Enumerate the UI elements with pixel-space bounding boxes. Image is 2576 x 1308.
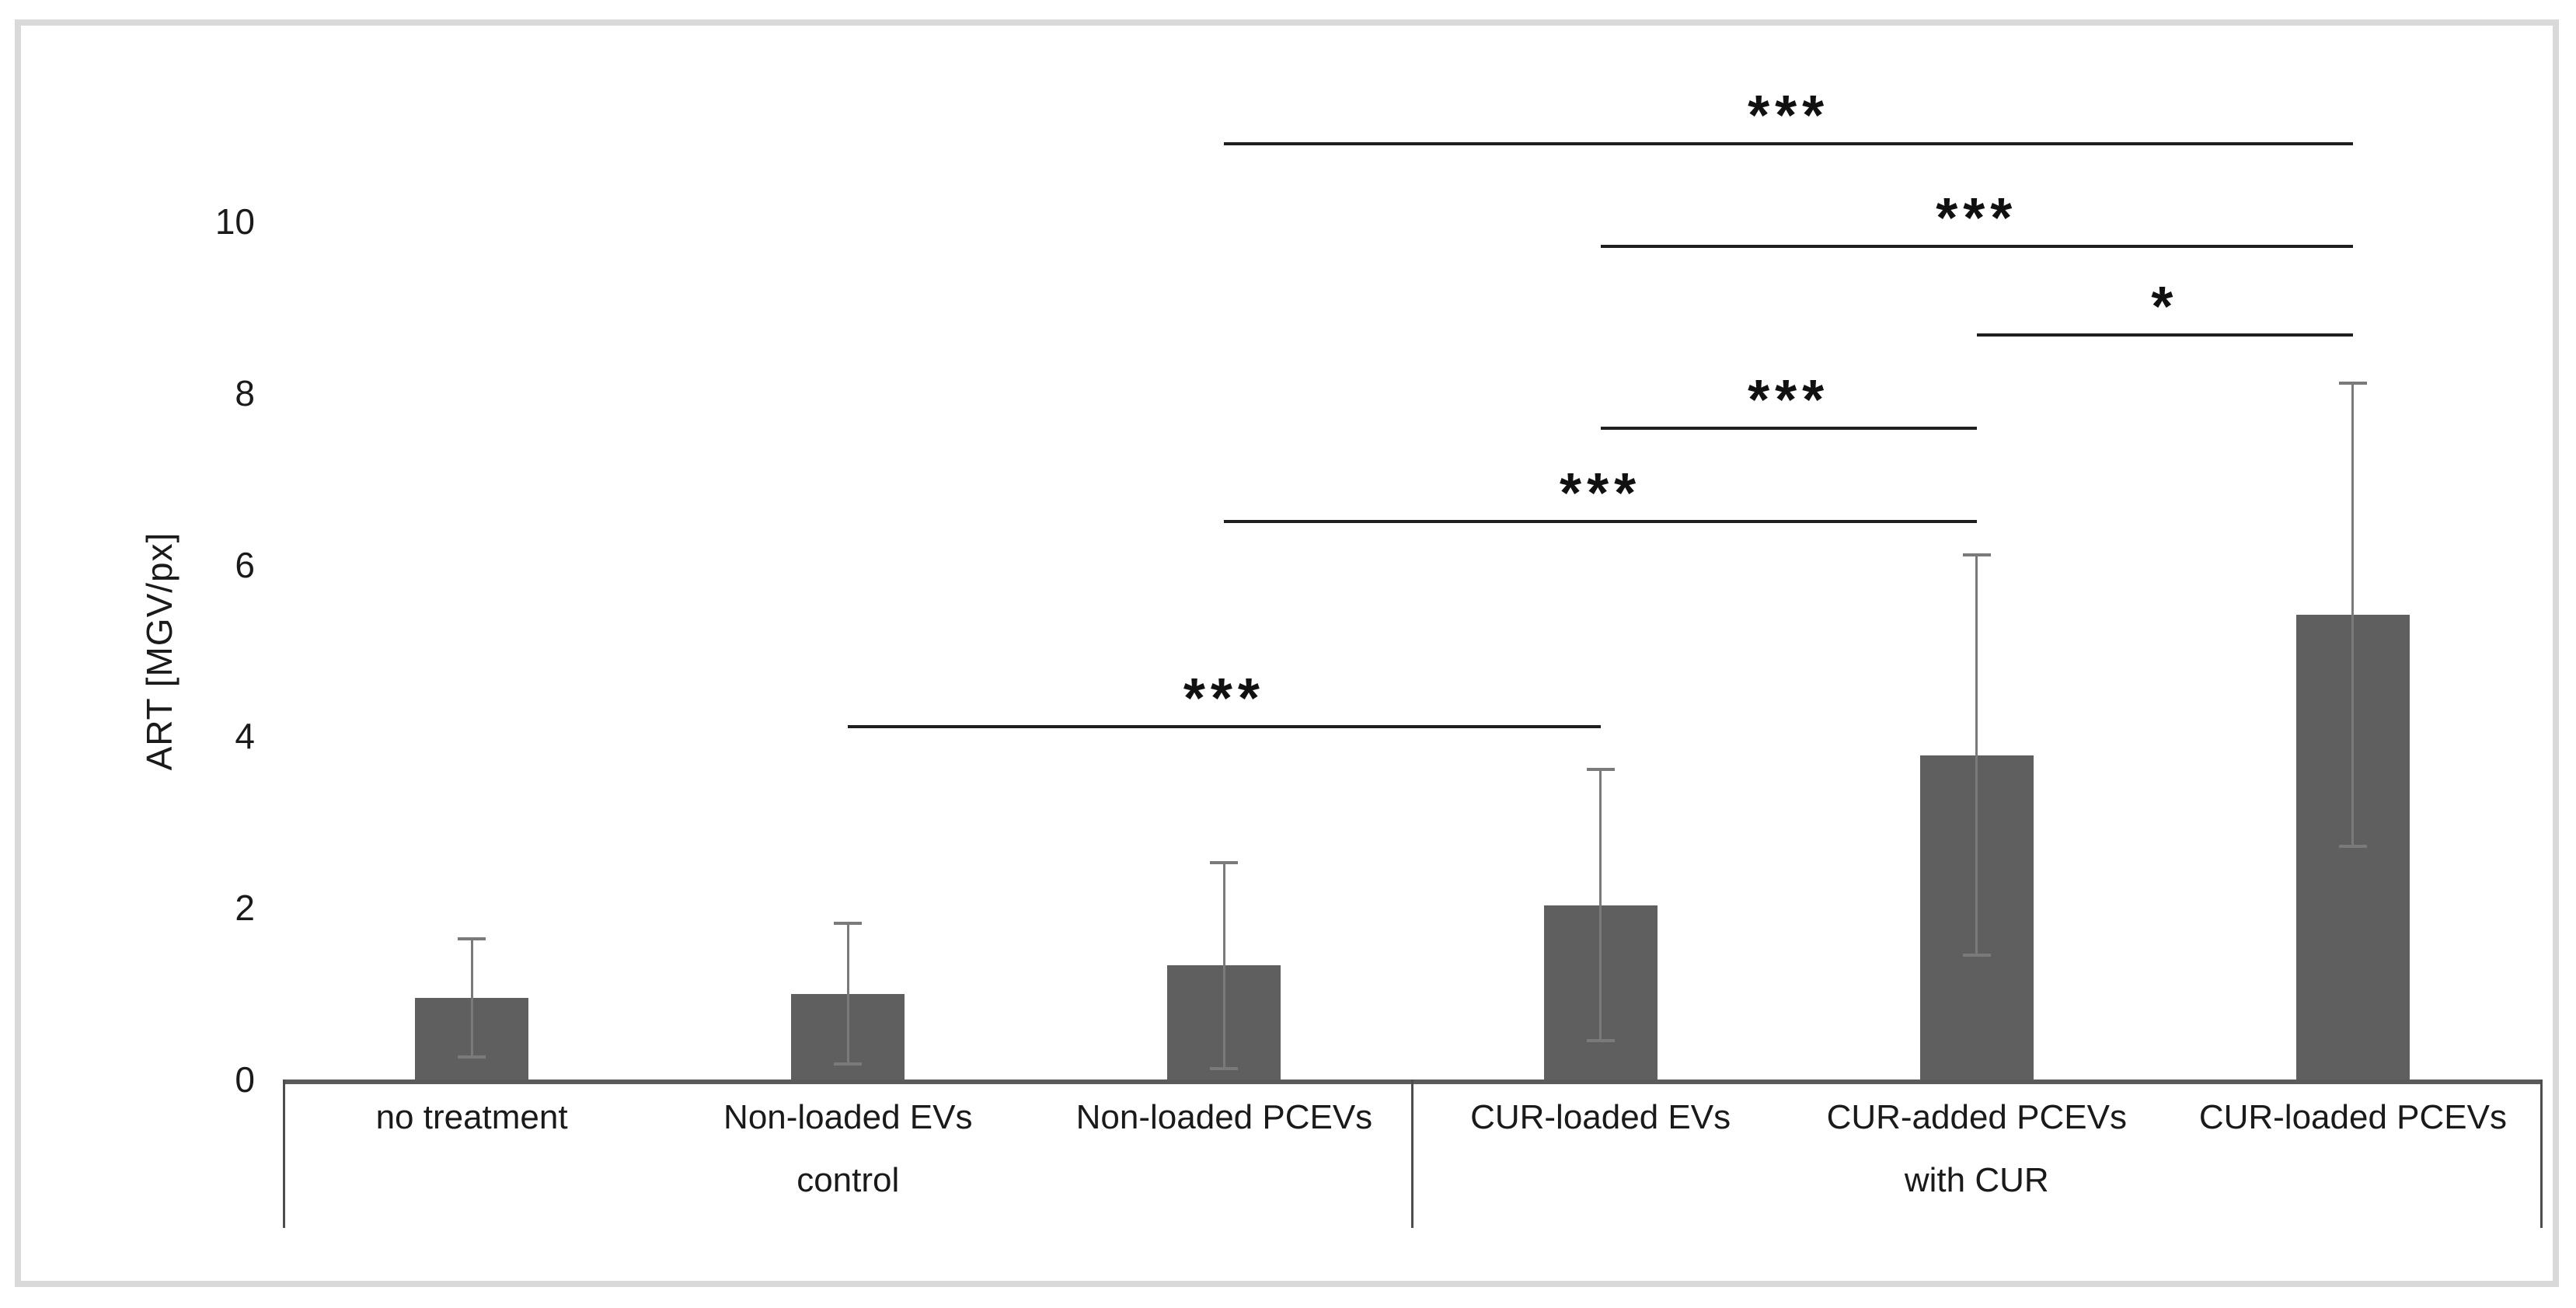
- error-bar-cap-bottom: [1586, 1039, 1615, 1043]
- error-bar-cap-top: [1586, 768, 1615, 772]
- significance-line: [1600, 244, 2353, 248]
- error-bar-cap-top: [834, 922, 863, 926]
- category-label: Non-loaded PCEVs: [1075, 1098, 1373, 1136]
- category-divider-line: [282, 1080, 285, 1228]
- error-bar-cap-bottom: [2338, 844, 2367, 848]
- significance-line: [1224, 142, 2353, 146]
- y-tick-label: 4: [235, 716, 255, 757]
- error-bar-cap-bottom: [1210, 1066, 1239, 1070]
- significance-line: [1976, 333, 2353, 337]
- group-label: with CUR: [1904, 1161, 2049, 1199]
- category-label: CUR-loaded PCEVs: [2198, 1098, 2507, 1136]
- y-tick-label: 6: [235, 544, 255, 585]
- error-bar-whisker: [2351, 382, 2355, 846]
- category-divider-line: [2539, 1080, 2543, 1228]
- significance-line: [1600, 426, 1977, 430]
- significance-line: [848, 725, 1601, 729]
- error-bar-whisker: [470, 938, 473, 1058]
- significance-stars: ***: [1936, 187, 2018, 249]
- error-bar-whisker: [1222, 862, 1225, 1069]
- significance-stars: ***: [1748, 368, 1830, 431]
- y-tick-label: 2: [235, 888, 255, 929]
- error-bar-cap-bottom: [1962, 953, 1991, 957]
- significance-stars: ***: [1183, 668, 1265, 731]
- significance-stars: ***: [1560, 462, 1642, 525]
- group-label: control: [797, 1161, 900, 1199]
- category-label: no treatment: [375, 1098, 568, 1136]
- y-tick-label: 10: [214, 201, 255, 242]
- error-bar-cap-bottom: [834, 1062, 863, 1066]
- significance-line: [1224, 520, 1977, 524]
- category-divider-line: [1411, 1080, 1413, 1228]
- category-label: Non-loaded EVs: [723, 1098, 973, 1136]
- significance-stars: *: [2151, 275, 2179, 338]
- category-label: CUR-loaded EVs: [1470, 1098, 1731, 1136]
- error-bar-whisker: [1599, 769, 1602, 1041]
- error-bar-cap-top: [2338, 381, 2367, 385]
- y-tick-label: 8: [235, 372, 255, 413]
- category-label: CUR-added PCEVs: [1826, 1098, 2127, 1136]
- error-bar-cap-top: [1962, 553, 1991, 557]
- significance-stars: ***: [1748, 85, 1830, 148]
- y-tick-label: 0: [235, 1059, 255, 1100]
- error-bar-whisker: [846, 923, 849, 1065]
- error-bar-whisker: [1975, 555, 1978, 955]
- error-bar-cap-top: [1210, 860, 1239, 864]
- error-bar-cap-bottom: [458, 1055, 486, 1059]
- error-bar-cap-top: [458, 937, 486, 940]
